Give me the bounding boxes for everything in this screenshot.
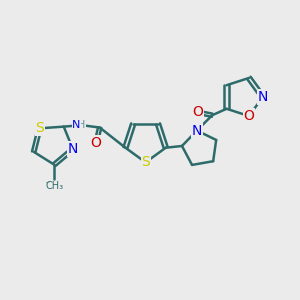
- Text: N: N: [258, 90, 268, 104]
- Text: O: O: [91, 136, 102, 150]
- Text: O: O: [244, 109, 254, 123]
- Text: N: N: [192, 124, 202, 137]
- Text: N: N: [72, 120, 80, 130]
- Text: methyl: methyl: [46, 182, 51, 183]
- Text: CH₃: CH₃: [45, 181, 63, 191]
- Text: S: S: [35, 121, 44, 135]
- Text: S: S: [141, 155, 150, 170]
- Text: H: H: [77, 120, 86, 130]
- Text: N: N: [68, 142, 78, 156]
- Text: O: O: [192, 105, 203, 119]
